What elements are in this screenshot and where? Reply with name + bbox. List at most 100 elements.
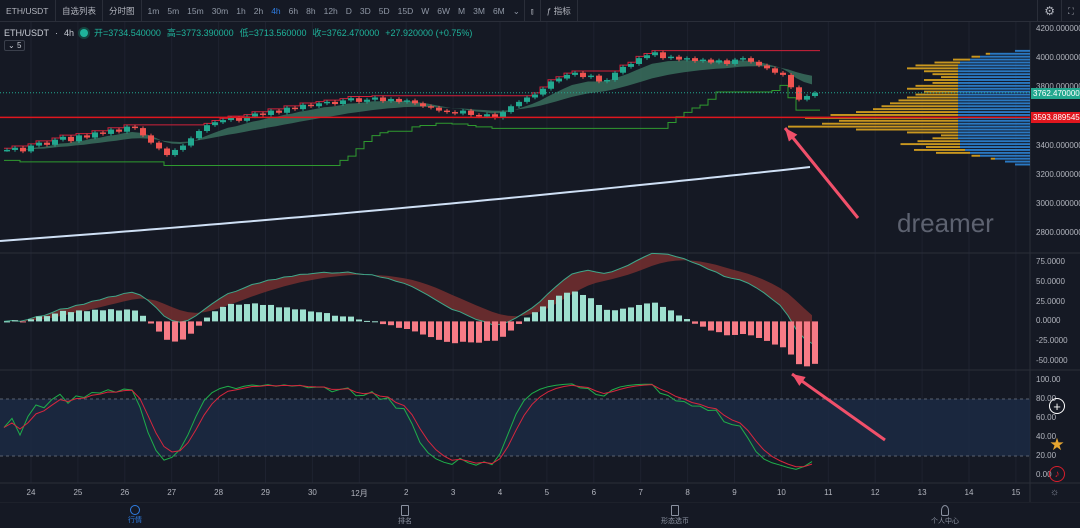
candle: [492, 114, 498, 118]
fullscreen-icon[interactable]: ⛶: [1068, 5, 1074, 16]
macd-histogram-bar: [172, 321, 178, 342]
candle: [780, 72, 786, 75]
interval-5m[interactable]: 5m: [167, 5, 180, 16]
candle: [612, 72, 618, 80]
price-axis-label: 3800.000000: [1036, 82, 1080, 92]
nav-profile[interactable]: 个人中心: [810, 503, 1080, 528]
settings-small-icon[interactable]: ☼: [1050, 487, 1060, 498]
interval-3D[interactable]: 3D: [359, 5, 371, 16]
macd-histogram-bar: [764, 321, 770, 341]
price-axis-label: 3400.000000: [1036, 140, 1080, 150]
interval-8h[interactable]: 8h: [306, 5, 316, 16]
candle: [172, 149, 178, 156]
candle: [212, 122, 218, 126]
macd-histogram-bar: [532, 312, 538, 322]
volume-profile-gold-bar: [900, 143, 960, 146]
date-axis-label: 12: [870, 488, 880, 497]
interval-6M[interactable]: 6M: [492, 5, 505, 16]
music-note-icon[interactable]: ♪: [1049, 466, 1065, 482]
volume-profile-blue-bar: [958, 81, 1030, 84]
interval-12h[interactable]: 12h: [323, 5, 338, 16]
volume-profile-gold-bar: [953, 58, 970, 61]
volume-profile-blue-bar: [958, 128, 1030, 131]
date-axis-label: 11: [824, 488, 833, 497]
interval-2h[interactable]: 2h: [253, 5, 264, 16]
candle: [724, 60, 730, 64]
candle: [140, 128, 146, 136]
add-circle-icon[interactable]: +: [1049, 398, 1065, 414]
arrow-head-icon: [785, 128, 798, 142]
interval-1m[interactable]: 1m: [147, 5, 160, 16]
candle: [348, 98, 354, 101]
interval-6h[interactable]: 6h: [288, 5, 299, 16]
candle: [588, 75, 594, 78]
macd-histogram-bar: [444, 321, 450, 342]
interval-5D[interactable]: 5D: [378, 5, 390, 16]
macd-histogram-bar: [324, 313, 330, 322]
candle: [156, 142, 162, 149]
bottom-nav: 行情 排名 形态选币 个人中心: [0, 502, 1080, 528]
macd-histogram-bar: [68, 312, 74, 322]
macd-histogram-bar: [332, 315, 338, 322]
candle: [100, 132, 106, 134]
macd-histogram-bar: [44, 316, 50, 322]
interval-W[interactable]: W: [421, 5, 430, 16]
nav-ranking[interactable]: 排名: [270, 503, 540, 528]
candle: [772, 68, 778, 73]
volume-profile-blue-bar: [980, 55, 1030, 58]
nav-market[interactable]: 行情: [0, 503, 270, 528]
watchlist-button[interactable]: 自选列表: [56, 0, 104, 22]
volume-profile-blue-bar: [958, 87, 1030, 90]
candle: [28, 145, 34, 152]
volume-profile-blue-bar: [958, 76, 1030, 79]
macd-axis-label: 0.0000: [1036, 316, 1061, 326]
indicators-button[interactable]: ƒ 指标: [541, 0, 578, 22]
gear-icon[interactable]: ⚙: [1037, 0, 1063, 22]
macd-histogram-bar: [388, 321, 394, 326]
osc-axis-label: 20.00: [1036, 451, 1057, 460]
volume-profile-gold-bar: [898, 99, 958, 102]
interval-4h[interactable]: 4h: [271, 5, 281, 16]
interval-30m[interactable]: 30m: [211, 5, 229, 16]
oscillator-k-line: [3, 383, 813, 470]
interval-15D[interactable]: 15D: [397, 5, 414, 16]
chevron-down-icon[interactable]: ⌄: [512, 5, 520, 16]
interval-D[interactable]: D: [345, 5, 352, 16]
volume-profile-gold-bar: [941, 134, 958, 137]
interval-M[interactable]: M: [458, 5, 466, 16]
volume-profile-gold-bar: [822, 122, 958, 125]
macd-histogram-bar: [308, 311, 314, 322]
candle: [556, 78, 562, 82]
candle: [116, 129, 122, 132]
nav-pattern-picker[interactable]: 形态选币: [540, 503, 810, 528]
macd-histogram-bar: [612, 310, 618, 322]
volume-profile-blue-bar: [958, 114, 1030, 116]
macd-histogram-bar: [380, 321, 386, 325]
volume-profile-blue-bar: [960, 146, 1030, 148]
legend-symbol: ETH/USDT: [4, 27, 49, 38]
volume-profile-blue-bar: [958, 125, 1030, 128]
interval-15m[interactable]: 15m: [187, 5, 204, 16]
interval-3M[interactable]: 3M: [473, 5, 485, 16]
volume-profile-blue-bar: [990, 52, 1030, 55]
date-axis-label: 27: [167, 488, 177, 497]
interval-6W[interactable]: 6W: [437, 5, 451, 16]
candle: [452, 112, 458, 114]
macd-histogram-bar: [708, 321, 714, 331]
timeline-button[interactable]: 分时图: [103, 0, 142, 22]
volume-profile-blue-bar: [958, 131, 1030, 134]
macd-histogram-bar: [356, 319, 362, 322]
macd-histogram-bar: [316, 312, 322, 322]
lower-channel-line: [4, 84, 820, 167]
candle: [700, 59, 706, 62]
candle-type-icon[interactable]: ⫾: [523, 0, 541, 22]
symbol-selector[interactable]: ETH/USDT: [0, 0, 56, 22]
volume-profile-gold-bar: [932, 137, 958, 140]
macd-fill: [4, 253, 812, 344]
annotation-arrow: [791, 372, 886, 442]
collapse-indicators-button[interactable]: ⌄ 5: [4, 40, 26, 51]
star-icon[interactable]: ★: [1049, 435, 1065, 454]
interval-1h[interactable]: 1h: [236, 5, 246, 16]
date-axis-label: 29: [261, 488, 270, 497]
